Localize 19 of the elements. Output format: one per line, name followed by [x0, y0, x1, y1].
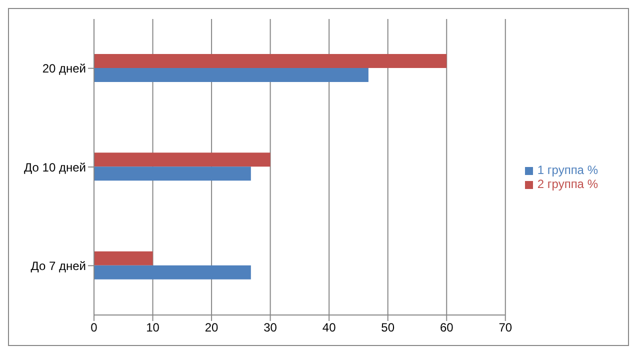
x-tick-label: 20 [204, 320, 219, 335]
y-tick-label: 20 дней [42, 62, 86, 76]
bar [94, 54, 447, 68]
y-tick-label: До 10 дней [24, 160, 86, 174]
bar [94, 68, 368, 82]
bar [94, 152, 270, 167]
legend-label: 2 группа % [537, 177, 598, 191]
x-tick-label: 70 [498, 320, 512, 335]
x-tick-label: 40 [322, 320, 336, 335]
x-tick-label: 30 [264, 320, 278, 335]
bar [94, 251, 153, 266]
x-tick-label: 10 [146, 320, 160, 335]
bar [94, 166, 251, 181]
y-tick-label: До 7 дней [30, 258, 86, 273]
x-tick-label: 60 [440, 320, 454, 335]
x-tick-label: 50 [381, 320, 395, 335]
legend-label: 1 группа % [537, 163, 598, 177]
x-tick-label: 0 [90, 320, 98, 335]
bar [94, 265, 251, 280]
